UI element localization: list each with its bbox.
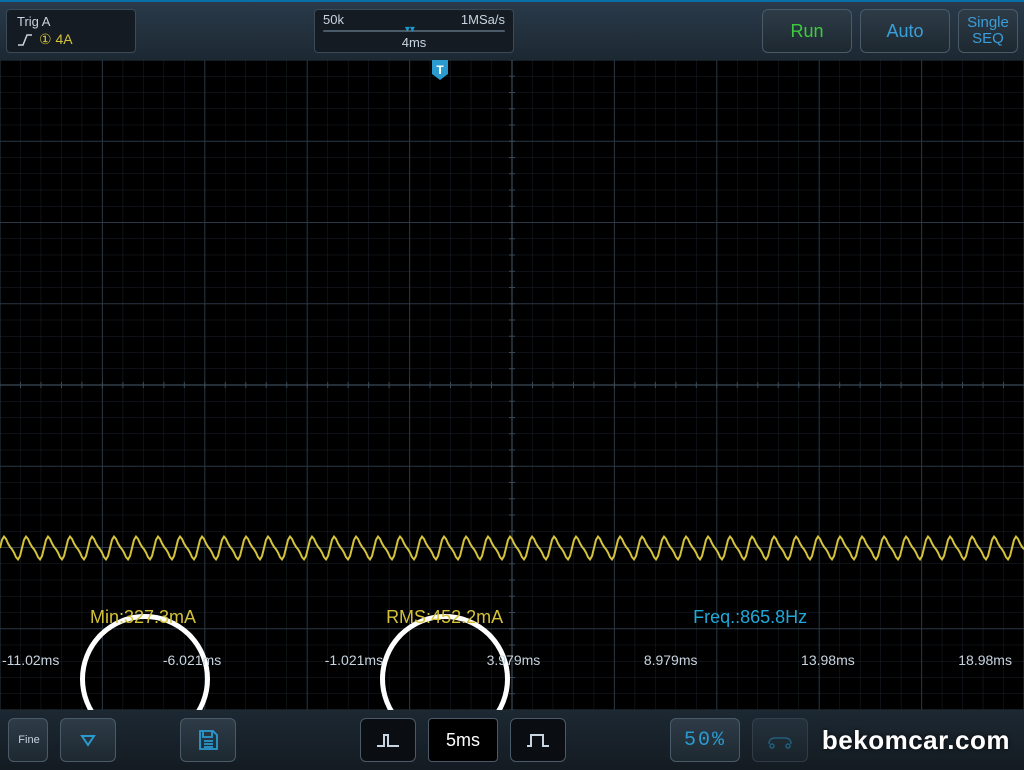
measurement-rms: RMS:452.2mA <box>386 607 503 628</box>
timebase-window: 4ms <box>323 35 505 50</box>
fine-button[interactable]: Fine <box>8 718 48 762</box>
single-seq-button[interactable]: Single SEQ <box>958 9 1018 53</box>
auto-button[interactable]: Auto <box>860 9 950 53</box>
top-toolbar: Trig A ① 4A 50k 1MSa/s ▾▾ 4ms Run Auto S… <box>0 0 1024 60</box>
time-axis-tick: -6.021ms <box>163 652 221 668</box>
trigger-info-box[interactable]: Trig A ① 4A <box>6 9 136 53</box>
oscilloscope-graticule[interactable]: T Min:327.3mA RMS:452.2mA Freq.:865.8Hz … <box>0 60 1024 710</box>
time-axis-tick: 3.979ms <box>487 652 541 668</box>
trigger-channel: ① 4A <box>39 31 73 48</box>
time-axis-tick: -1.021ms <box>325 652 383 668</box>
measurement-freq: Freq.:865.8Hz <box>693 607 807 628</box>
fifty-percent-button[interactable]: 50% <box>670 718 740 762</box>
sample-rate: 1MSa/s <box>461 12 505 27</box>
save-button[interactable] <box>180 718 236 762</box>
watermark-text: bekomcar.com <box>822 725 1010 756</box>
timebase-info-box[interactable]: 50k 1MSa/s ▾▾ 4ms <box>314 9 514 53</box>
settings-button[interactable] <box>752 718 808 762</box>
measurement-min: Min:327.3mA <box>90 607 196 628</box>
measurements-row: Min:327.3mA RMS:452.2mA Freq.:865.8Hz <box>0 607 1024 628</box>
car-icon <box>765 730 795 750</box>
time-axis-tick: 18.98ms <box>958 652 1012 668</box>
timebase-slider[interactable]: ▾▾ <box>323 30 505 32</box>
rising-edge-icon <box>17 32 33 48</box>
pulse-narrow-icon <box>375 730 401 750</box>
zoom-in-button[interactable] <box>510 718 566 762</box>
zoom-out-button[interactable] <box>360 718 416 762</box>
run-button[interactable]: Run <box>762 9 852 53</box>
time-axis-labels: -11.02ms -6.021ms -1.021ms 3.979ms 8.979ms 13… <box>0 652 1024 668</box>
trigger-down-button[interactable] <box>60 718 116 762</box>
sample-points: 50k <box>323 12 344 27</box>
time-axis-tick: -11.02ms <box>2 652 59 668</box>
pulse-wide-icon <box>525 730 551 750</box>
trigger-label: Trig A <box>17 14 125 29</box>
time-axis-tick: 13.98ms <box>801 652 855 668</box>
triangle-down-icon <box>78 730 98 750</box>
save-icon <box>196 728 220 752</box>
timebase-value[interactable]: 5ms <box>428 718 498 762</box>
time-axis-tick: 8.979ms <box>644 652 698 668</box>
